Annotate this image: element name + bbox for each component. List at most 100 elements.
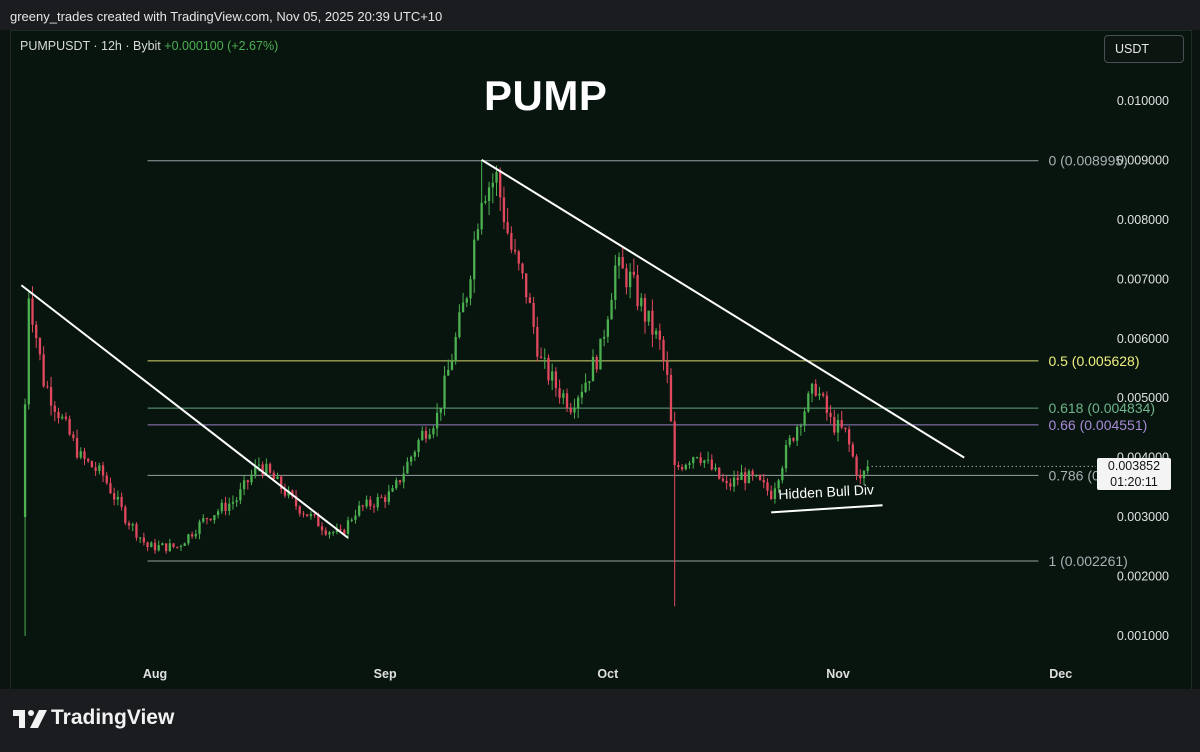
candle-body	[242, 480, 246, 490]
candle-body	[580, 391, 584, 398]
candle-body	[654, 330, 658, 335]
candle-body	[814, 383, 817, 396]
candle-body	[799, 425, 803, 427]
candle-body	[569, 408, 572, 413]
candle-body	[64, 416, 68, 419]
candle-body	[283, 488, 287, 496]
price-change: +0.000100 (+2.67%)	[164, 39, 279, 53]
candle-body	[821, 393, 825, 396]
candle-body	[317, 515, 320, 527]
candle-body	[725, 480, 728, 484]
candle-body	[554, 371, 558, 389]
candle-body	[23, 404, 27, 518]
symbol-label[interactable]: PUMPUSDT · 12h · Bybit	[20, 39, 161, 53]
candle-body	[224, 502, 227, 511]
candle-body	[543, 357, 546, 359]
candle-body	[402, 473, 405, 483]
candle-body	[131, 524, 134, 526]
candle-body	[610, 299, 613, 320]
price-tick-label: 0.006000	[1117, 332, 1169, 346]
candle-body	[461, 302, 465, 313]
candle-body	[31, 298, 34, 325]
candle-body	[250, 474, 253, 483]
candle-body	[150, 542, 153, 548]
candle-body	[684, 464, 687, 470]
candle-body	[228, 503, 231, 511]
currency-button[interactable]: USDT	[1104, 35, 1184, 63]
candle-body	[476, 229, 480, 240]
symbol-info[interactable]: PUMPUSDT · 12h · Bybit +0.000100 (+2.67%…	[20, 39, 278, 53]
candle-body	[491, 182, 494, 188]
candle-body	[383, 497, 387, 502]
candle-body	[788, 438, 791, 445]
price-tick-label: 0.008000	[1117, 213, 1169, 227]
candle-body	[235, 500, 238, 503]
trendline-downtrend-1	[20, 284, 349, 539]
tradingview-logo-icon[interactable]	[12, 708, 48, 730]
candle-body	[744, 472, 747, 484]
candle-body	[424, 430, 428, 439]
candle-body	[647, 310, 650, 322]
candle-body	[625, 268, 628, 288]
candle-body	[298, 506, 301, 514]
candle-body	[718, 467, 721, 479]
candle-body	[116, 496, 120, 500]
candle-body	[777, 480, 780, 489]
candle-body	[254, 465, 257, 475]
candle-body	[443, 375, 446, 409]
candle-body	[721, 478, 725, 481]
candle-body	[380, 497, 383, 499]
candle-body	[387, 491, 391, 502]
candle-body	[732, 477, 736, 487]
candle-body	[855, 456, 858, 476]
time-tick-label: Nov	[826, 667, 850, 681]
candle-body	[751, 471, 754, 476]
candle-body	[499, 172, 502, 198]
candle-body	[565, 393, 569, 409]
candle-body	[803, 411, 806, 426]
candle-body	[35, 324, 38, 339]
candle-body	[513, 249, 517, 252]
candle-body	[372, 506, 376, 508]
candle-body	[866, 466, 869, 471]
price-tick-label: 0.010000	[1117, 94, 1169, 108]
candle-body	[406, 461, 409, 474]
candle-body	[365, 499, 368, 507]
candle-body	[517, 251, 520, 264]
candle-body	[454, 337, 457, 362]
candle-body	[61, 416, 64, 419]
candle-body	[829, 412, 832, 417]
candle-body	[595, 356, 598, 370]
candle-body	[847, 429, 851, 445]
candle-body	[695, 457, 699, 459]
candle-body	[361, 505, 365, 507]
candle-body	[53, 405, 56, 412]
time-tick-label: Aug	[143, 667, 167, 681]
trendline-downtrend-2	[481, 158, 965, 459]
candle-body	[313, 514, 316, 516]
candle-body	[825, 395, 829, 413]
candle-body	[577, 397, 580, 409]
candle-body	[547, 357, 550, 381]
candle-body	[75, 437, 79, 458]
candles-group	[23, 159, 869, 636]
candle-body	[532, 302, 535, 327]
candle-body	[836, 419, 840, 433]
tradingview-brand[interactable]: TradingView	[51, 706, 175, 729]
candle-body	[473, 239, 476, 280]
candle-body	[90, 461, 94, 468]
candle-body	[395, 480, 398, 489]
trendline-hidden-bull-div	[771, 504, 883, 514]
candle-body	[658, 330, 661, 340]
candle-body	[328, 532, 331, 535]
candle-body	[465, 298, 468, 303]
candle-body	[369, 499, 372, 507]
candle-body	[27, 298, 30, 405]
candle-body	[740, 472, 743, 481]
candle-body	[109, 483, 112, 494]
candle-body	[280, 476, 283, 489]
candle-body	[276, 476, 279, 480]
candle-body	[773, 488, 777, 500]
footer-bar	[0, 689, 1200, 752]
